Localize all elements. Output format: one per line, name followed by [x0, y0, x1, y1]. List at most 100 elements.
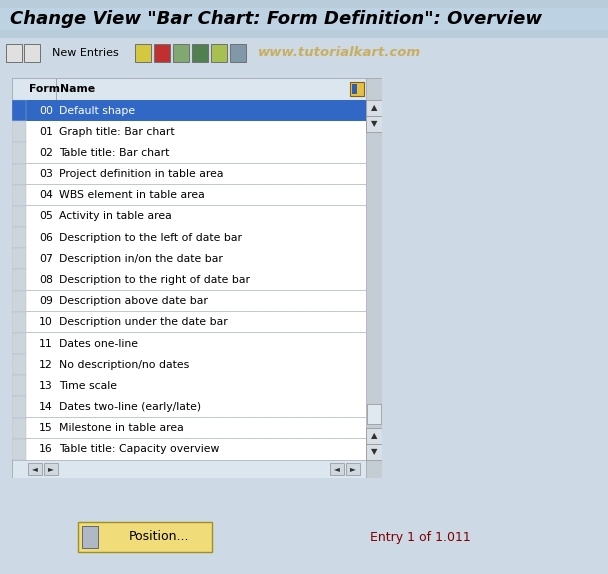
Bar — [12, 312, 26, 333]
Bar — [12, 227, 366, 248]
Bar — [82, 526, 98, 548]
Text: ►: ► — [48, 464, 54, 474]
Text: 02: 02 — [39, 148, 53, 158]
Bar — [12, 248, 26, 269]
Bar — [346, 463, 360, 475]
Text: 06: 06 — [39, 232, 53, 243]
Bar — [6, 44, 22, 62]
Text: Description to the left of date bar: Description to the left of date bar — [59, 232, 242, 243]
Text: 08: 08 — [39, 275, 53, 285]
Text: 07: 07 — [39, 254, 53, 264]
Bar — [12, 333, 26, 354]
Bar — [12, 206, 26, 227]
Bar — [12, 439, 366, 460]
Text: ▼: ▼ — [371, 119, 377, 129]
Text: ◄: ◄ — [334, 464, 340, 474]
Bar — [154, 44, 170, 62]
Bar — [352, 84, 357, 94]
Bar — [0, 8, 608, 30]
Bar — [12, 375, 26, 397]
Bar — [367, 404, 381, 424]
Text: ▼: ▼ — [371, 448, 377, 456]
Bar — [12, 206, 366, 227]
Text: 16: 16 — [40, 444, 53, 455]
Bar — [44, 463, 58, 475]
Bar — [12, 100, 366, 121]
Bar — [12, 142, 366, 164]
Text: Name: Name — [60, 84, 95, 94]
Text: Description in/on the date bar: Description in/on the date bar — [59, 254, 223, 264]
Text: 03: 03 — [39, 169, 53, 179]
Text: www.tutorialkart.com: www.tutorialkart.com — [258, 46, 421, 60]
Bar — [12, 269, 366, 290]
Text: Milestone in table area: Milestone in table area — [59, 423, 184, 433]
Bar — [12, 333, 366, 354]
Bar — [192, 44, 208, 62]
Text: New Entries: New Entries — [52, 48, 119, 58]
Text: Project definition in table area: Project definition in table area — [59, 169, 224, 179]
Text: Description to the right of date bar: Description to the right of date bar — [59, 275, 250, 285]
Bar — [350, 82, 364, 96]
Text: Dates one-line: Dates one-line — [59, 339, 138, 348]
Bar — [366, 116, 382, 132]
Text: Dates two-line (early/late): Dates two-line (early/late) — [59, 402, 201, 412]
Bar — [12, 418, 366, 439]
Bar — [330, 463, 344, 475]
Bar — [12, 375, 366, 397]
Text: Position...: Position... — [129, 530, 189, 544]
Bar — [12, 248, 366, 269]
Text: 11: 11 — [40, 339, 53, 348]
Bar — [211, 44, 227, 62]
Bar — [12, 100, 26, 121]
Bar — [12, 290, 366, 312]
Text: Default shape: Default shape — [59, 106, 135, 115]
Bar — [56, 78, 57, 100]
Text: Change View "Bar Chart: Form Definition": Overview: Change View "Bar Chart: Form Definition"… — [10, 10, 542, 28]
Text: 14: 14 — [40, 402, 53, 412]
Bar — [12, 121, 366, 142]
Bar — [78, 522, 212, 552]
Text: ▲: ▲ — [371, 103, 377, 113]
Bar — [366, 444, 382, 460]
Bar — [12, 269, 26, 290]
Bar — [28, 463, 42, 475]
Text: 05: 05 — [39, 211, 53, 222]
Text: Table title: Bar chart: Table title: Bar chart — [59, 148, 170, 158]
Text: WBS element in table area: WBS element in table area — [59, 191, 205, 200]
Bar — [12, 397, 26, 418]
Text: 00: 00 — [39, 106, 53, 115]
Bar — [12, 354, 366, 375]
Text: Description above date bar: Description above date bar — [59, 296, 208, 306]
Bar — [12, 397, 366, 418]
Bar — [12, 78, 366, 100]
Bar — [12, 312, 366, 333]
Bar — [230, 44, 246, 62]
Text: 10: 10 — [39, 317, 53, 327]
Bar — [12, 142, 26, 164]
Text: Time scale: Time scale — [59, 381, 117, 391]
Text: 13: 13 — [40, 381, 53, 391]
Text: ▲: ▲ — [371, 432, 377, 440]
Bar — [12, 121, 26, 142]
Bar — [12, 185, 366, 206]
Text: 09: 09 — [39, 296, 53, 306]
Bar — [12, 439, 26, 460]
Text: Form: Form — [29, 84, 60, 94]
Bar — [12, 227, 26, 248]
Bar — [24, 44, 40, 62]
Bar — [12, 460, 366, 478]
Text: Table title: Capacity overview: Table title: Capacity overview — [59, 444, 219, 455]
Bar — [12, 164, 26, 185]
Text: Graph title: Bar chart: Graph title: Bar chart — [59, 127, 174, 137]
Text: Activity in table area: Activity in table area — [59, 211, 171, 222]
Bar — [12, 185, 26, 206]
Bar — [366, 78, 382, 478]
Bar — [173, 44, 189, 62]
Text: 04: 04 — [39, 191, 53, 200]
Text: No description/no dates: No description/no dates — [59, 360, 189, 370]
Text: 12: 12 — [40, 360, 53, 370]
Bar — [12, 418, 26, 439]
Bar — [135, 44, 151, 62]
Bar — [12, 354, 26, 375]
Bar — [12, 164, 366, 185]
